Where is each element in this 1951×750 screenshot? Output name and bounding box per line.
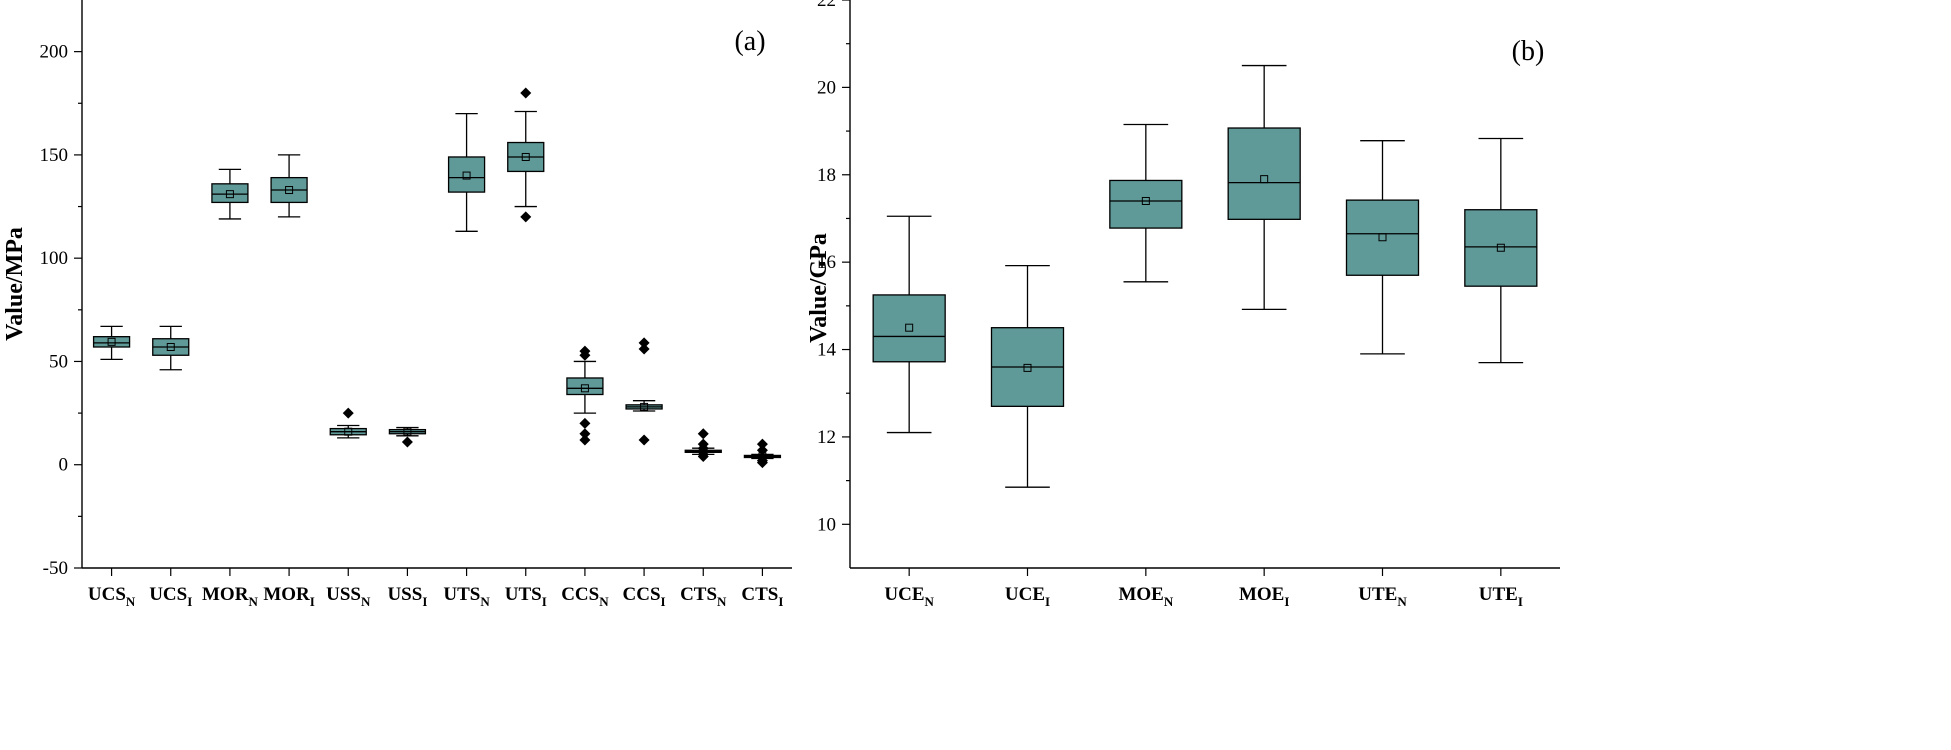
mean-marker <box>107 337 116 346</box>
iqr-box <box>1109 179 1183 229</box>
mean-marker <box>462 171 471 180</box>
mean-marker <box>1023 363 1032 372</box>
mean-marker <box>580 384 589 393</box>
x-tick-label: USSI <box>387 584 427 609</box>
x-tick-label: UTEI <box>1479 584 1523 609</box>
mean-marker <box>905 323 914 332</box>
iqr-box <box>92 336 131 348</box>
outlier-point <box>638 337 650 349</box>
iqr-box <box>447 156 486 193</box>
box-moe-n: MOEN <box>1109 123 1183 609</box>
box-ucs-i: UCSI <box>149 325 192 609</box>
x-tick-label: CTSN <box>680 584 727 609</box>
mean-marker <box>1378 233 1387 242</box>
outlier-point <box>638 343 650 355</box>
iqr-box <box>1227 127 1301 220</box>
panel-label: (b) <box>1512 36 1545 67</box>
outlier-point <box>579 434 591 446</box>
mean-marker <box>1260 175 1269 184</box>
outlier-point <box>756 457 768 469</box>
x-tick-label: MORN <box>202 584 258 609</box>
x-tick-label: MOEN <box>1118 584 1173 609</box>
y-tick-label: 18 <box>817 165 836 186</box>
mean-marker <box>1496 243 1505 252</box>
box-ute-i: UTEI <box>1464 137 1538 609</box>
mean-marker <box>521 152 530 161</box>
iqr-box <box>211 183 249 204</box>
mean-marker <box>1141 196 1150 205</box>
outlier-point <box>697 450 709 462</box>
mean-marker <box>225 190 234 199</box>
x-tick-label: USSN <box>326 584 371 609</box>
panel-a: -50 0 50 100 150 200 Value/MPa (a) UCSN UCSI MORN M… <box>2 0 792 609</box>
y-tick-label: 12 <box>817 427 836 448</box>
box-ucs-n: UCSN <box>88 325 136 609</box>
mean-marker <box>166 342 175 351</box>
iqr-box <box>1464 209 1538 287</box>
x-tick-label: UTSI <box>505 584 547 609</box>
outlier-point <box>401 436 413 448</box>
box-uce-n: UCEN <box>872 215 946 609</box>
x-tick-label: UCSI <box>149 584 192 609</box>
y-tick-label: 100 <box>40 248 69 269</box>
iqr-box <box>566 377 604 396</box>
x-tick-label: CTSI <box>741 584 783 609</box>
outlier-point <box>697 428 709 440</box>
panel-b: 10 12 14 16 18 20 22 Value/GPa (b) UCEN UCEI MOEN MO… <box>806 0 1560 609</box>
mean-marker <box>640 402 649 411</box>
box-uss-n: USSN <box>326 407 371 609</box>
y-axis-label: Value/GPa <box>806 233 832 343</box>
box-uts-n: UTSN <box>443 112 490 609</box>
box-cts-i: CTSI <box>741 438 783 609</box>
iqr-box <box>1345 199 1420 276</box>
x-tick-label: CCSN <box>561 584 609 609</box>
box-uss-i: USSI <box>387 426 427 609</box>
y-tick-label: 0 <box>59 455 69 476</box>
y-tick-label: 20 <box>817 77 836 98</box>
y-tick-label: 14 <box>817 340 837 361</box>
y-tick-label: 16 <box>817 252 836 273</box>
x-tick-label: UCEI <box>1005 584 1050 609</box>
x-tick-label: CCSI <box>623 584 666 609</box>
outlier-point <box>579 349 591 361</box>
x-tick-label: MOEI <box>1239 584 1289 609</box>
box-uts-i: UTSI <box>505 87 547 609</box>
x-tick-label: UTEN <box>1358 584 1407 609</box>
outlier-point <box>697 442 709 454</box>
box-mor-n: MORN <box>202 168 258 609</box>
box-cts-n: CTSN <box>680 428 727 609</box>
outlier-point <box>756 438 768 450</box>
panel-label: (a) <box>734 26 765 57</box>
outlier-point <box>520 211 532 223</box>
mean-marker <box>285 186 294 195</box>
y-tick-label: 22 <box>817 0 836 11</box>
outlier-point <box>579 417 591 429</box>
box-mor-i: MORI <box>263 154 315 609</box>
x-tick-label: UCSN <box>88 584 136 609</box>
outlier-point <box>756 444 768 456</box>
box-ute-n: UTEN <box>1345 140 1420 609</box>
box-ccs-n: CCSN <box>561 345 609 609</box>
box-ccs-i: CCSI <box>623 337 666 609</box>
mean-marker <box>344 427 353 436</box>
box-moe-i: MOEI <box>1227 64 1301 609</box>
outlier-point <box>342 407 354 419</box>
outlier-point <box>638 434 650 446</box>
y-tick-label: -50 <box>43 558 68 579</box>
y-axis-label: Value/MPa <box>2 227 28 341</box>
outlier-point <box>579 428 591 440</box>
x-tick-label: MORI <box>263 584 315 609</box>
x-tick-label: UCEN <box>884 584 934 609</box>
mean-marker <box>403 427 412 436</box>
y-tick-label: 200 <box>40 42 69 63</box>
iqr-box <box>872 294 946 363</box>
y-tick-label: 50 <box>49 351 68 372</box>
outlier-point <box>520 87 532 99</box>
y-tick-label: 10 <box>817 514 836 535</box>
y-tick-label: 150 <box>40 145 69 166</box>
x-tick-label: UTSN <box>443 584 490 609</box>
box-uce-i: UCEI <box>990 264 1065 609</box>
